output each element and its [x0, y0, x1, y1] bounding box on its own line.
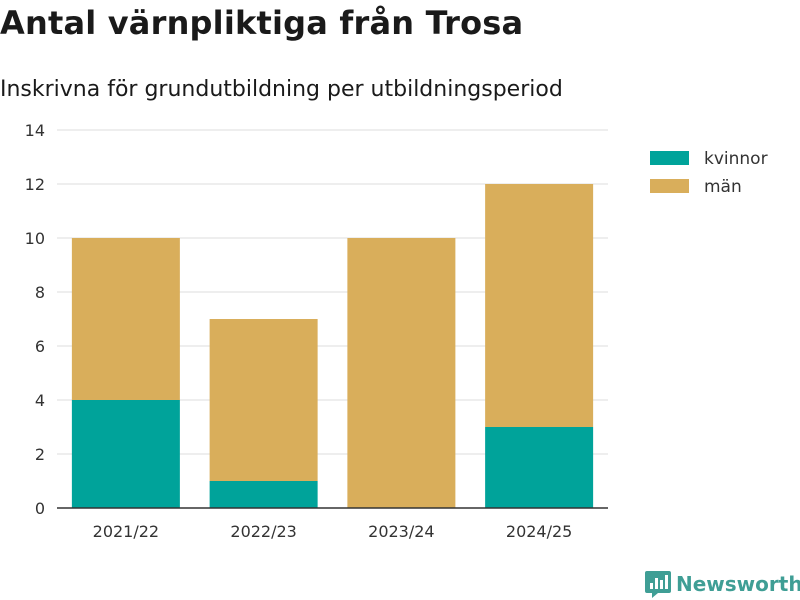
y-tick-label: 8 [35, 283, 45, 302]
bar-segment [347, 238, 456, 508]
newsworthy-logo-icon [645, 571, 671, 598]
bar-segment [209, 319, 318, 481]
chart-title: Antal värnpliktiga från Trosa [0, 4, 524, 42]
legend-swatch [650, 179, 689, 193]
x-tick-label: 2021/22 [93, 522, 159, 541]
x-tick-label: 2023/24 [368, 522, 434, 541]
axes: 0 2 4 6 8 10 12 14 2021/22 2022/23 2023/24 2024/25 [25, 121, 608, 541]
bar-segment [71, 238, 180, 400]
legend-label: män [704, 177, 742, 197]
y-tick-label: 0 [35, 499, 45, 518]
brand: Newsworthy [644, 568, 800, 600]
chart-subtitle: Inskrivna för grundutbildning per utbild… [0, 77, 563, 102]
bar-segment [71, 400, 180, 508]
bar-segment [485, 427, 594, 508]
y-tick-label: 6 [35, 337, 45, 356]
x-tick-label: 2024/25 [506, 522, 572, 541]
y-tick-label: 12 [25, 175, 45, 194]
bar-segment [485, 184, 594, 427]
legend-swatch [650, 151, 689, 165]
y-tick-label: 14 [25, 121, 45, 140]
legend: kvinnor män [650, 149, 768, 197]
bar-segment [209, 481, 318, 508]
y-tick-label: 10 [25, 229, 45, 248]
bars [71, 184, 594, 508]
y-tick-label: 4 [35, 391, 45, 410]
x-tick-label: 2022/23 [230, 522, 296, 541]
legend-label: kvinnor [704, 149, 768, 169]
brand-name: Newsworthy [676, 572, 800, 596]
y-tick-label: 2 [35, 445, 45, 464]
